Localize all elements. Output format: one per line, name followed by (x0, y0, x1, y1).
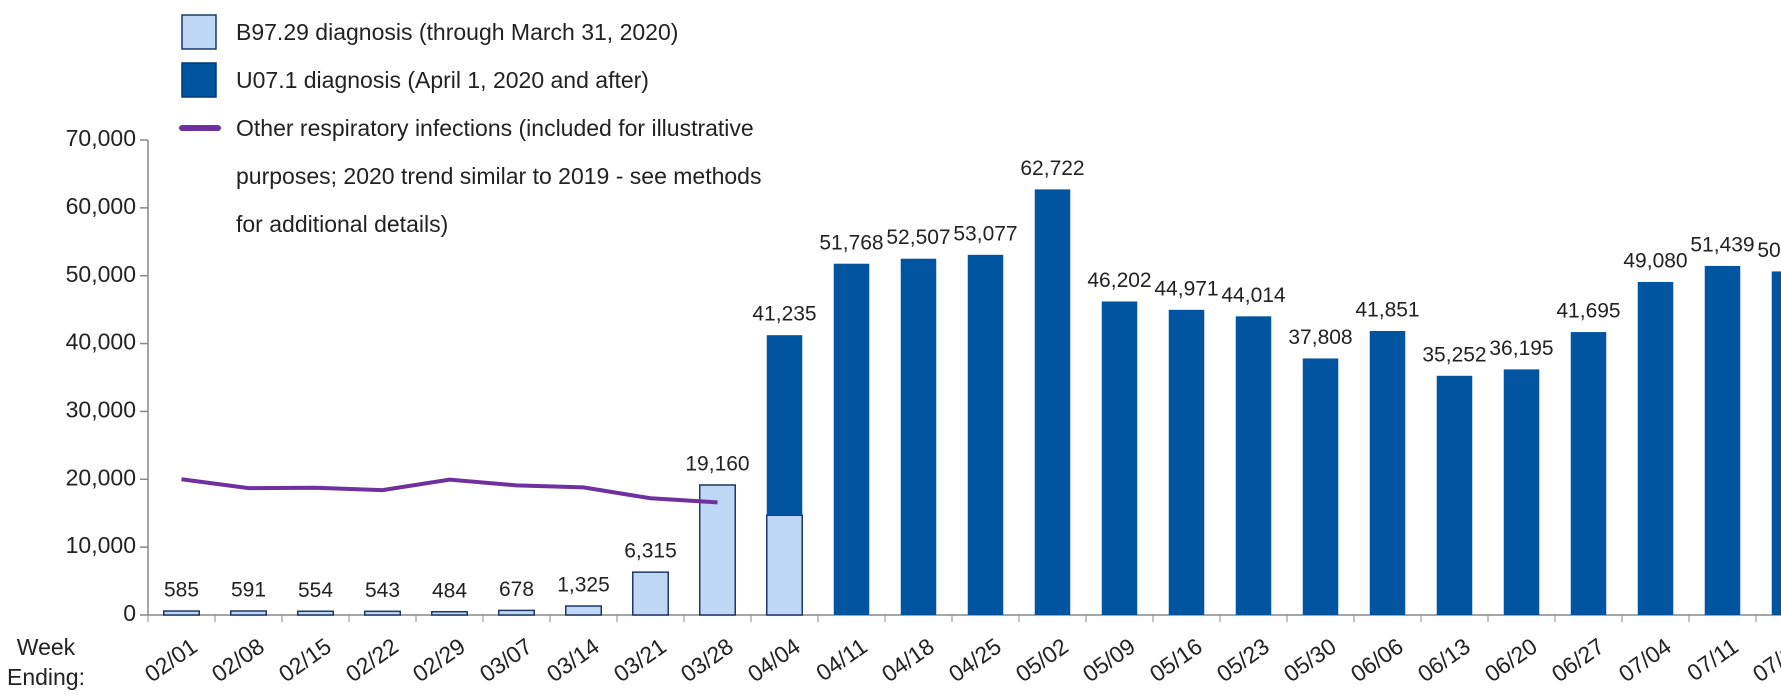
x-tick-label: 07/18 (1748, 633, 1781, 687)
data-label: 52,507 (886, 226, 950, 249)
y-tick-label: 50,000 (66, 261, 136, 287)
x-tick-label: 03/14 (542, 633, 604, 687)
bar (497, 609, 536, 616)
bar (1436, 375, 1473, 615)
x-tick-label: 06/27 (1547, 633, 1609, 687)
x-tick-label: 06/06 (1346, 633, 1408, 687)
bar (967, 254, 1004, 615)
legend-swatch (181, 62, 217, 98)
bar (1168, 309, 1205, 615)
data-label: 51,439 (1690, 233, 1754, 256)
bar (1302, 358, 1339, 615)
bar (900, 258, 937, 615)
data-label: 543 (365, 579, 400, 602)
data-label: 46,202 (1087, 269, 1151, 292)
data-label: 41,695 (1556, 300, 1620, 323)
y-tick-label: 20,000 (66, 464, 136, 490)
legend-label: U07.1 diagnosis (April 1, 2020 and after… (236, 67, 649, 93)
data-label: 51,768 (819, 231, 883, 254)
bar (766, 335, 803, 516)
data-label: 41,851 (1355, 299, 1419, 322)
x-tick-label: 07/11 (1682, 633, 1743, 686)
x-tick-label: 02/15 (274, 633, 336, 687)
x-axis-label: Week Ending: (6, 634, 85, 690)
x-tick-label: 03/21 (609, 633, 671, 687)
x-tick-label: 04/11 (811, 633, 872, 686)
data-label: 591 (231, 579, 266, 602)
bar (1771, 271, 1781, 615)
x-tick-label: 05/16 (1145, 633, 1207, 687)
data-label: 36,195 (1489, 337, 1553, 360)
data-label: 35,252 (1422, 343, 1486, 366)
y-tick-label: 10,000 (66, 532, 136, 558)
x-tick-label: 04/04 (743, 633, 805, 687)
bar (564, 605, 603, 616)
y-tick-label: 30,000 (66, 397, 136, 423)
x-tick-label: 06/13 (1413, 633, 1475, 687)
bar (229, 610, 268, 616)
legend-swatch (181, 14, 217, 50)
bar (1101, 301, 1138, 615)
x-tick-label: 05/09 (1078, 633, 1140, 687)
y-tick-label: 70,000 (66, 125, 136, 151)
data-label: 19,160 (685, 453, 749, 476)
data-label: 49,080 (1623, 250, 1687, 273)
bar (296, 610, 335, 616)
data-label: 53,077 (953, 222, 1017, 245)
bar (765, 514, 804, 616)
data-label: 62,722 (1020, 157, 1084, 180)
bar (430, 610, 469, 616)
y-tick-label: 0 (123, 600, 136, 626)
x-tick-label: 02/01 (140, 633, 202, 687)
x-tick-label: 06/20 (1480, 633, 1542, 687)
bar (1637, 281, 1674, 615)
legend-label: B97.29 diagnosis (through March 31, 2020… (236, 19, 679, 45)
bar (833, 263, 870, 615)
bar (1570, 332, 1607, 615)
bar (1503, 369, 1540, 615)
data-label: 585 (164, 579, 199, 602)
bar (1235, 316, 1272, 615)
data-label: 44,014 (1221, 284, 1286, 307)
x-tick-label: 02/22 (341, 633, 403, 687)
bar (1704, 265, 1741, 615)
bar (162, 610, 201, 616)
x-tick-label: 05/23 (1212, 633, 1274, 687)
data-label: 41,235 (752, 303, 816, 326)
data-label: 6,315 (624, 540, 677, 563)
y-tick-label: 40,000 (66, 329, 136, 355)
x-tick-label: 03/28 (676, 633, 738, 687)
data-label: 37,808 (1288, 326, 1352, 349)
data-label: 554 (298, 579, 333, 602)
bar (698, 484, 737, 616)
x-tick-label: 04/18 (877, 633, 939, 687)
x-tick-label: 02/08 (207, 633, 269, 687)
x-tick-label: 03/07 (475, 633, 537, 687)
x-tick-label: 04/25 (944, 633, 1006, 687)
data-label: 1,325 (557, 574, 610, 597)
bar (1369, 331, 1406, 615)
data-label: 50,631 (1757, 239, 1781, 262)
x-tick-label: 05/30 (1279, 633, 1341, 687)
line (181, 477, 718, 505)
data-label: 678 (499, 578, 534, 601)
x-tick-label: 07/04 (1614, 633, 1676, 687)
legend-label: Other respiratory infections (included f… (236, 115, 762, 237)
x-tick-label: 05/02 (1011, 633, 1073, 687)
bar (363, 610, 402, 616)
x-tick-label: 02/29 (408, 633, 470, 687)
y-tick-label: 60,000 (66, 193, 136, 219)
bar (1034, 189, 1071, 616)
bar (631, 571, 670, 616)
data-label: 484 (432, 579, 467, 602)
data-label: 44,971 (1154, 277, 1218, 300)
